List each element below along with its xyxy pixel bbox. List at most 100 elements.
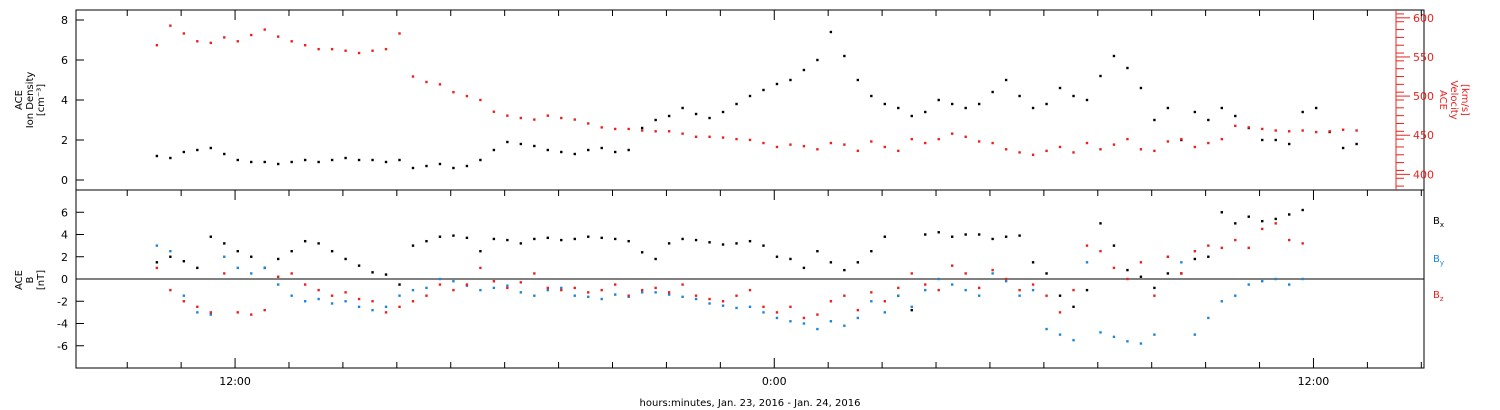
bx-point [1072, 305, 1075, 309]
velocity-point [236, 40, 239, 43]
density-point [182, 150, 186, 154]
bz-point [1018, 288, 1021, 292]
bz-point [169, 288, 172, 292]
bz-point [533, 272, 536, 275]
density-point [789, 78, 792, 82]
velocity-point [816, 148, 819, 151]
right-ytick-label: 500 [1413, 90, 1434, 103]
bz-point [964, 272, 967, 275]
velocity-point [735, 137, 738, 141]
bx-point [155, 261, 159, 264]
density-point [1355, 142, 1358, 146]
density-point [411, 166, 415, 170]
bx-point [169, 255, 172, 258]
density-point [303, 158, 307, 162]
by-point [223, 255, 226, 258]
density-point [330, 158, 334, 162]
bx-point [816, 249, 819, 253]
velocity-point [1288, 130, 1291, 133]
by-point [357, 305, 361, 309]
density-point [667, 114, 671, 118]
bx-point [506, 238, 509, 242]
by-point [708, 302, 711, 305]
bz-point [829, 300, 833, 303]
bx-point [762, 244, 765, 247]
bz-point [209, 311, 212, 314]
density-point [1085, 98, 1089, 102]
by-point [1180, 261, 1183, 264]
by-point [1261, 280, 1264, 283]
bx-point [694, 238, 698, 242]
by-point [802, 322, 806, 325]
by-point [236, 266, 239, 270]
velocity-point [317, 47, 320, 51]
velocity-point [384, 47, 388, 51]
by-point [182, 294, 186, 297]
bz-point [263, 308, 266, 312]
density-point [546, 148, 549, 152]
bottom-ytick-label: -4 [57, 318, 68, 331]
bx-point [627, 239, 630, 243]
by-point [667, 293, 671, 296]
x-tick-label: 0:00 [762, 375, 787, 388]
velocity-point [748, 138, 752, 142]
density-point [1207, 118, 1210, 122]
by-point [1234, 294, 1237, 297]
density-point [1166, 106, 1170, 110]
density-point [614, 150, 617, 154]
right-ytick-label: 400 [1413, 168, 1434, 181]
by-point [789, 320, 792, 323]
density-point [1072, 94, 1075, 98]
bx-point [951, 235, 954, 238]
bx-point [546, 236, 549, 240]
by-point [1072, 338, 1075, 342]
by-point [452, 280, 455, 283]
bz-point [937, 288, 940, 292]
by-point [519, 291, 523, 294]
bz-point [870, 291, 873, 294]
bz-point [1139, 261, 1143, 264]
velocity-point [1314, 130, 1318, 134]
bx-point [977, 233, 981, 236]
velocity-point [991, 141, 994, 145]
density-point [506, 140, 509, 144]
density-point [425, 164, 428, 168]
velocity-point [169, 24, 172, 27]
bz-point [721, 300, 725, 303]
by-point [843, 324, 846, 327]
density-point [398, 158, 401, 162]
density-point [465, 164, 469, 168]
by-point [196, 311, 199, 314]
bz-point [897, 286, 900, 290]
density-point [816, 58, 819, 62]
bz-point [465, 283, 469, 286]
velocity-point [802, 144, 806, 148]
bx-point [519, 242, 523, 245]
bz-point [910, 272, 913, 275]
by-point [977, 294, 981, 297]
bx-point [236, 249, 239, 253]
bz-point [843, 294, 846, 297]
velocity-point [425, 80, 428, 84]
bx-point [277, 257, 280, 261]
bx-point [438, 235, 442, 238]
bz-point [344, 291, 347, 294]
velocity-point [1072, 151, 1075, 154]
bz-point [681, 283, 684, 286]
density-point [1301, 110, 1304, 114]
by-point [1193, 333, 1197, 336]
velocity-point [843, 143, 846, 146]
density-point [560, 150, 563, 154]
by-point [775, 316, 779, 320]
bz-point [924, 283, 927, 286]
density-point [937, 98, 940, 102]
bx-point [1234, 222, 1237, 225]
bz-point [223, 272, 226, 275]
bz-point [1126, 277, 1129, 281]
velocity-point [775, 145, 779, 149]
velocity-point [1355, 129, 1358, 132]
bx-point [910, 308, 913, 312]
density-point [802, 68, 806, 72]
velocity-point [1126, 137, 1129, 141]
by-point [681, 295, 684, 298]
